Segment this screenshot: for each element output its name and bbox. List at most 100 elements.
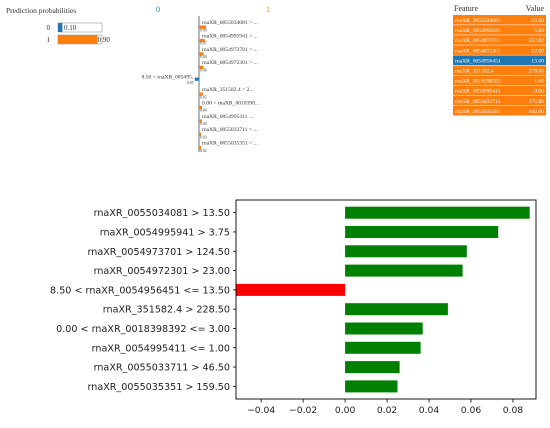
explanation-value: 0.03 bbox=[200, 136, 207, 140]
table-cell-feature: rnaXR_0054973701 bbox=[455, 38, 501, 44]
explanation-label: rnaXR_0055035351 > ... bbox=[202, 141, 258, 147]
bar bbox=[345, 361, 400, 374]
explanation-label: rnaXR_0054972301 > ... bbox=[202, 60, 258, 66]
table-row bbox=[453, 45, 546, 55]
table-cell-value: 442.00 bbox=[529, 109, 545, 115]
x-tick-label: 0.08 bbox=[503, 405, 524, 416]
category-label: rnaXR_0055035351 > 159.50 bbox=[87, 382, 230, 393]
prediction-probabilities-panel: Prediction probabilities 0 0.10 1 0.90 bbox=[6, 6, 111, 45]
explanation-label: rnaXR_0054995411 ... bbox=[202, 114, 254, 120]
category-label: 0.00 < rnaXR_0018398392 <= 3.00 bbox=[56, 324, 230, 335]
table-row bbox=[453, 105, 546, 116]
probability-bar bbox=[58, 35, 98, 44]
probability-value: 0.10 bbox=[64, 24, 77, 32]
explanation-bar bbox=[199, 105, 202, 110]
table-row bbox=[453, 85, 546, 96]
explanation-value: 0.05 bbox=[187, 81, 194, 85]
explanation-label: rnaXR_0054995941 > ... bbox=[202, 33, 258, 39]
explanation-label: rnaXR_351582.4 > 2... bbox=[202, 87, 254, 93]
table-row bbox=[453, 95, 546, 106]
category-label: rnaXR_351582.4 > 228.50 bbox=[103, 305, 230, 316]
explanation-bar bbox=[199, 38, 205, 43]
table-header-feature: Feature bbox=[454, 4, 478, 13]
table-cell-value: 22.00 bbox=[531, 18, 544, 24]
table-row bbox=[453, 35, 546, 45]
explanation-bar bbox=[199, 92, 203, 96]
explanation-value: 0.05 bbox=[200, 95, 207, 99]
table-cell-feature: rnaXR_0054995941 bbox=[455, 28, 501, 34]
x-tick-label: 0.04 bbox=[419, 405, 440, 416]
bar bbox=[345, 341, 421, 354]
explanation-value: 0.04 bbox=[200, 122, 207, 126]
table-cell-feature: rnaXR_0054995411 bbox=[455, 89, 501, 95]
explanation-label: rnaXR_0055033711 > ... bbox=[202, 127, 258, 133]
table-cell-feature: rnaXR_0054956451 bbox=[455, 58, 501, 64]
explanation-value: 0.06 bbox=[200, 55, 207, 59]
x-tick-label: −0.04 bbox=[247, 405, 275, 416]
category-label: rnaXR_0054972301 > 23.00 bbox=[94, 266, 230, 277]
table-row bbox=[453, 25, 546, 35]
bar bbox=[345, 226, 499, 238]
explanation-bar bbox=[199, 25, 206, 29]
explanation-value: 0.04 bbox=[200, 109, 207, 113]
class-label: 0 bbox=[47, 24, 51, 32]
explanation-bar bbox=[199, 132, 202, 136]
explanation-bar bbox=[199, 146, 201, 150]
table-cell-value: 175.00 bbox=[529, 99, 545, 105]
table-cell-value: 5.00 bbox=[534, 28, 544, 34]
bar bbox=[345, 380, 398, 393]
table-cell-value: 1.00 bbox=[534, 79, 544, 85]
class-header: 0 bbox=[156, 5, 160, 14]
explanation-value: 0.06 bbox=[200, 69, 207, 73]
table-cell-feature: rnaXR_0054972301 bbox=[455, 48, 501, 54]
category-label: rnaXR_0054995941 > 3.75 bbox=[100, 227, 230, 238]
table-row bbox=[453, 15, 546, 25]
table-row bbox=[453, 55, 546, 65]
bar bbox=[345, 322, 423, 335]
x-tick-label: 0.02 bbox=[377, 405, 397, 416]
bar bbox=[345, 245, 467, 258]
table-cell-value: 13.00 bbox=[531, 58, 544, 64]
bar bbox=[345, 206, 530, 219]
table-row bbox=[453, 75, 546, 86]
table-cell-value: 278.00 bbox=[529, 69, 545, 75]
explanation-value: 0.02 bbox=[200, 149, 207, 153]
category-label: rnaXR_0055033711 > 46.50 bbox=[94, 363, 230, 374]
table-cell-feature: rnaXR_0055033711 bbox=[455, 99, 501, 105]
explanation-label: rnaXR_0054973701 > ... bbox=[202, 47, 258, 53]
explanation-value: 0.07 bbox=[200, 42, 207, 46]
explanation-label: rnaXR_0055034081 > ... bbox=[202, 20, 258, 26]
bar bbox=[236, 283, 346, 296]
table-cell-feature: rnaXR_0018398392 bbox=[455, 79, 501, 85]
plot-frame bbox=[235, 199, 537, 400]
bar bbox=[345, 303, 448, 316]
class-header: 1 bbox=[266, 5, 270, 14]
category-label: rnaXR_0055034081 > 13.50 bbox=[94, 208, 230, 219]
table-cell-value: 52.00 bbox=[531, 48, 544, 54]
table-cell-value: 0.00 bbox=[534, 89, 544, 95]
x-tick-label: 0.06 bbox=[461, 405, 482, 416]
explanation-bar bbox=[194, 77, 200, 81]
class-label: 1 bbox=[47, 36, 51, 44]
x-tick-label: 0.00 bbox=[335, 405, 356, 416]
table-cell-value: 552.00 bbox=[529, 38, 545, 44]
explanation-bar bbox=[199, 119, 202, 123]
table-row bbox=[453, 65, 546, 76]
explanation-label: 8.50 < rnaXR_005495... bbox=[142, 75, 197, 81]
feature-importance-chart: rnaXR_0055034081 > 13.50 rnaXR_0054995941… bbox=[50, 199, 537, 416]
category-label: 8.50 < rnaXR_0054956451 <= 13.50 bbox=[50, 285, 230, 296]
probability-bar bbox=[58, 23, 63, 32]
probability-value: 0.90 bbox=[98, 36, 111, 44]
explanation-bar bbox=[199, 52, 204, 56]
table-cell-feature: rnaXR_0055035351 bbox=[455, 109, 501, 115]
x-tick-label: −0.02 bbox=[289, 405, 317, 416]
category-label: rnaXR_0054995411 <= 1.00 bbox=[92, 343, 230, 354]
table-cell-feature: rnaXR_351582.4 bbox=[455, 69, 494, 75]
prediction-probabilities-title: Prediction probabilities bbox=[6, 6, 76, 15]
feature-value-table: Feature Value rnaXR_0055034081 22.00 rnaXR_… bbox=[453, 4, 546, 116]
table-header-value: Value bbox=[526, 4, 545, 13]
table-cell-feature: rnaXR_0055034081 bbox=[455, 18, 501, 24]
explanation-label: 0.00 < rnaXR_0018398... bbox=[202, 100, 260, 106]
bar bbox=[345, 264, 463, 277]
